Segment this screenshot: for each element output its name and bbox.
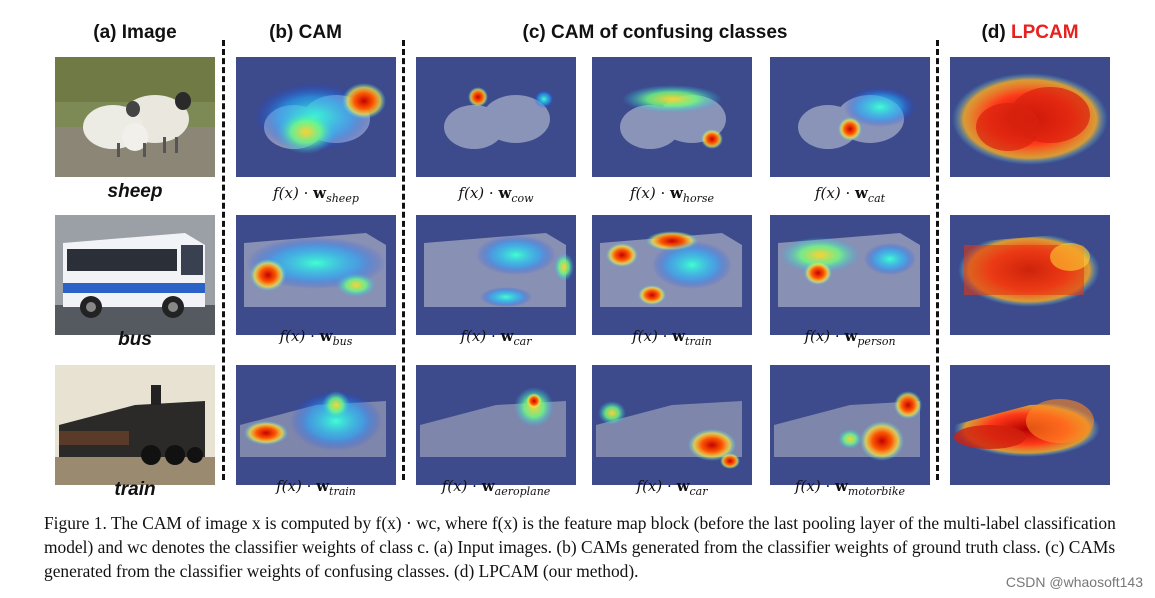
- formula-fx: f(x): [794, 477, 821, 495]
- class-label-train: train: [114, 479, 156, 500]
- formula-dot: ·: [298, 184, 314, 202]
- formula-dot: ·: [655, 184, 670, 202]
- confusing-formula-train: f(x) · wtrain: [582, 327, 762, 348]
- confusing-formula-horse: f(x) · whorse: [582, 184, 762, 205]
- confusing-cam-cow: [416, 57, 576, 177]
- formula-fx: f(x): [632, 327, 658, 345]
- formula-dot: ·: [486, 327, 501, 345]
- formula-fx: f(x): [279, 327, 306, 345]
- header-image: (a) Image: [93, 22, 177, 43]
- input-image-sheep: [55, 57, 215, 177]
- cam-bus: [236, 215, 396, 335]
- formula-dot: ·: [301, 477, 317, 495]
- confusing-cam-train: [592, 215, 752, 335]
- formula-w: w: [835, 477, 848, 495]
- cam-formula-bus: f(x) · wbus: [226, 327, 406, 348]
- formula-w: w: [844, 327, 858, 345]
- formula-fx: f(x): [629, 184, 656, 202]
- formula-w: w: [500, 327, 514, 345]
- formula-dot: ·: [657, 327, 673, 345]
- formula-dot: ·: [830, 327, 845, 345]
- formula-fx: f(x): [458, 184, 485, 202]
- formula-sub: cat: [867, 192, 886, 205]
- formula-sub: car: [513, 335, 532, 348]
- header-lpcam: (d) LPCAM: [950, 22, 1110, 50]
- confusing-formula-cat: f(x) · wcat: [760, 184, 940, 205]
- confusing-cam-cat: [770, 57, 930, 177]
- formula-sub: aeroplane: [494, 485, 551, 498]
- lpcam-sheep: [950, 57, 1110, 177]
- formula-w: w: [313, 184, 327, 202]
- confusing-cam-horse: [592, 57, 752, 177]
- caption-text: The CAM of image x is computed by f(x) ·…: [44, 513, 1116, 581]
- header-confusing: (c) CAM of confusing classes: [522, 22, 788, 43]
- formula-fx: f(x): [636, 477, 663, 495]
- formula-w: w: [672, 327, 686, 345]
- formula-sub: train: [329, 485, 356, 498]
- header-cam: (b) CAM: [269, 22, 342, 43]
- confusing-cam-person: [770, 215, 930, 335]
- formula-sub: car: [689, 485, 708, 498]
- formula-fx: f(x): [276, 477, 302, 495]
- confusing-formula-person: f(x) · wperson: [760, 327, 940, 348]
- formula-dot: ·: [840, 184, 855, 202]
- figure-caption: Figure 1. The CAM of image x is computed…: [44, 511, 1124, 583]
- confusing-cam-car: [416, 215, 576, 335]
- formula-w: w: [854, 184, 868, 202]
- cam-sheep: [236, 57, 396, 177]
- formula-fx: f(x): [441, 477, 468, 495]
- formula-sub: person: [857, 335, 896, 348]
- formula-fx: f(x): [804, 327, 831, 345]
- formula-dot: ·: [467, 477, 482, 495]
- confusing-formula-cow: f(x) · wcow: [406, 184, 586, 205]
- confusing-formula-motorbike: f(x) · wmotorbike: [760, 477, 940, 498]
- input-image-bus: [55, 215, 215, 335]
- cam-formula-train: f(x) · wtrain: [226, 477, 406, 498]
- formula-sub: sheep: [326, 192, 359, 205]
- formula-dot: ·: [662, 477, 677, 495]
- formula-dot: ·: [305, 327, 320, 345]
- formula-sub: motorbike: [847, 485, 906, 498]
- class-label-bus: bus: [118, 329, 152, 350]
- confusing-formula-car-train: f(x) · wcar: [582, 477, 762, 498]
- formula-dot: ·: [484, 184, 499, 202]
- formula-fx: f(x): [273, 184, 299, 202]
- lpcam-train: [950, 365, 1110, 485]
- confusing-cam-motorbike: [770, 365, 930, 485]
- confusing-formula-aeroplane: f(x) · waeroplane: [406, 477, 586, 498]
- formula-sub: train: [685, 335, 712, 348]
- cam-formula-sheep: f(x) · wsheep: [226, 184, 406, 205]
- formula-w: w: [676, 477, 690, 495]
- class-label-sheep: sheep: [107, 181, 163, 202]
- formula-w: w: [498, 184, 512, 202]
- confusing-cam-aeroplane: [416, 365, 576, 485]
- formula-dot: ·: [820, 477, 835, 495]
- confusing-cam-car-train: [592, 365, 752, 485]
- formula-fx: f(x): [460, 327, 487, 345]
- formula-w: w: [319, 327, 333, 345]
- formula-fx: f(x): [814, 184, 841, 202]
- lpcam-bus: [950, 215, 1110, 335]
- formula-w: w: [481, 477, 495, 495]
- confusing-formula-car: f(x) · wcar: [406, 327, 586, 348]
- separator-3: [936, 40, 939, 480]
- formula-w: w: [316, 477, 330, 495]
- formula-w: w: [669, 184, 683, 202]
- header-lpcam-prefix: (d): [981, 22, 1011, 43]
- watermark: CSDN @whaosoft143: [1005, 574, 1143, 590]
- separator-2: [402, 40, 405, 480]
- input-image-train: [55, 365, 215, 485]
- header-lpcam-name: LPCAM: [1010, 22, 1079, 43]
- formula-sub: horse: [682, 192, 715, 205]
- formula-sub: cow: [511, 192, 534, 205]
- cam-train: [236, 365, 396, 485]
- separator-1: [222, 40, 225, 480]
- formula-sub: bus: [332, 335, 353, 348]
- caption-label: Figure 1.: [44, 513, 107, 533]
